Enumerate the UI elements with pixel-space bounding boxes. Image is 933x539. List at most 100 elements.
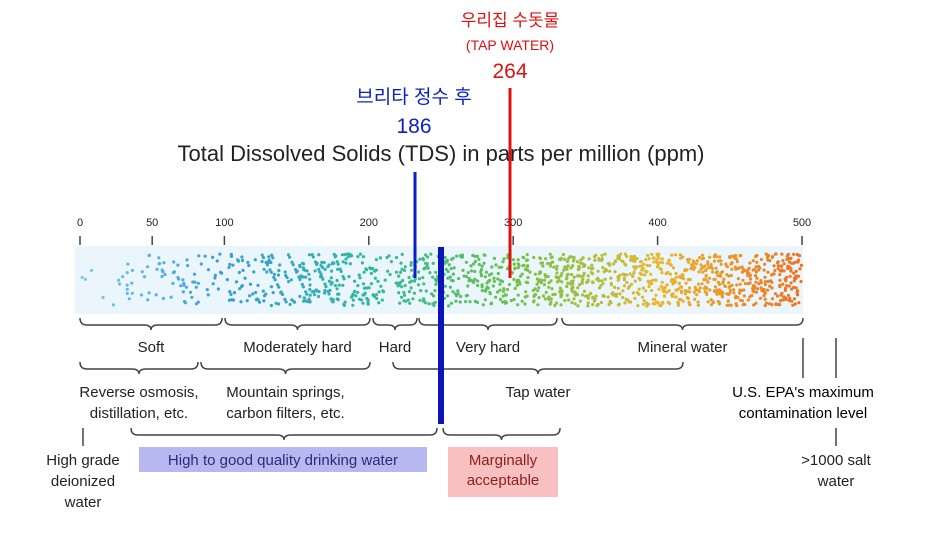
tds-dot bbox=[332, 252, 336, 256]
tds-dot bbox=[554, 301, 559, 305]
tds-dot bbox=[688, 303, 692, 307]
tds-dot bbox=[276, 273, 281, 277]
tds-dot bbox=[773, 268, 777, 273]
tds-dot bbox=[295, 270, 299, 274]
tds-dot bbox=[705, 286, 709, 290]
tds-dot bbox=[674, 271, 678, 276]
tds-dot bbox=[353, 279, 357, 283]
source-label: Reverse osmosis, bbox=[79, 384, 198, 401]
tds-dot bbox=[528, 270, 532, 274]
tds-dot bbox=[700, 270, 705, 274]
tds-dot bbox=[193, 280, 197, 284]
tds-dot bbox=[564, 265, 568, 270]
tds-dot bbox=[722, 277, 726, 281]
tds-dot bbox=[787, 257, 791, 261]
tds-dot bbox=[289, 278, 293, 282]
tds-dot bbox=[336, 298, 340, 302]
tds-dot bbox=[484, 270, 488, 274]
tds-dot bbox=[407, 276, 411, 280]
tds-dot bbox=[585, 280, 589, 285]
tds-dot bbox=[255, 297, 259, 301]
tds-dot bbox=[768, 259, 772, 263]
tds-dot bbox=[742, 288, 746, 292]
tds-dot bbox=[412, 279, 416, 283]
tds-dot bbox=[693, 297, 697, 301]
tds-dot bbox=[775, 294, 780, 298]
tds-dot bbox=[645, 263, 649, 267]
tds-dot bbox=[314, 288, 318, 292]
tds-dot bbox=[667, 289, 671, 293]
tds-dot bbox=[80, 275, 84, 279]
tds-dot bbox=[754, 270, 759, 274]
tds-dot bbox=[261, 256, 266, 260]
tds-dot bbox=[525, 253, 529, 257]
tds-dot bbox=[485, 281, 489, 285]
tds-dot bbox=[510, 271, 514, 275]
tds-dot bbox=[674, 295, 678, 299]
hardness-braces: Soft Moderately hard Hard Very hard Mineral … bbox=[79, 317, 804, 356]
tds-dot bbox=[182, 299, 187, 304]
tds-dot bbox=[451, 290, 455, 294]
tds-dot bbox=[726, 299, 730, 303]
tds-dot bbox=[543, 278, 547, 282]
tds-dot bbox=[581, 256, 585, 260]
tds-dot bbox=[572, 297, 576, 301]
tds-dot bbox=[543, 273, 547, 277]
tds-dot bbox=[398, 301, 402, 305]
tds-dot bbox=[609, 281, 613, 286]
tick-label: 100 bbox=[215, 217, 233, 229]
tds-dot bbox=[308, 293, 312, 297]
tds-dot bbox=[521, 255, 525, 259]
tds-dot bbox=[492, 276, 496, 280]
epa-label-2: contamination level bbox=[739, 405, 867, 422]
tds-dot bbox=[262, 299, 266, 303]
tds-dot bbox=[125, 283, 129, 287]
tds-dot bbox=[778, 283, 782, 288]
tds-dot bbox=[218, 252, 222, 256]
tds-dot bbox=[727, 303, 732, 307]
tds-dot bbox=[791, 303, 795, 307]
tds-dot bbox=[621, 295, 625, 300]
tds-dot bbox=[596, 276, 600, 280]
tds-dot bbox=[394, 255, 399, 260]
tds-dot bbox=[794, 286, 798, 290]
tds-dot bbox=[271, 291, 275, 295]
tds-dot bbox=[582, 271, 586, 275]
tds-dot bbox=[308, 277, 312, 281]
tds-dot bbox=[751, 286, 755, 290]
tds-dot bbox=[601, 293, 605, 297]
tds-dot bbox=[228, 262, 232, 266]
tds-dot bbox=[341, 260, 345, 264]
tds-dot bbox=[211, 282, 215, 286]
tds-dot bbox=[797, 274, 801, 278]
tds-dot bbox=[364, 267, 368, 271]
tds-dot bbox=[639, 260, 643, 264]
tds-dot bbox=[745, 269, 749, 273]
tds-dot bbox=[417, 277, 421, 281]
tds-dot bbox=[719, 274, 723, 278]
tds-dot bbox=[753, 268, 757, 272]
tds-dot bbox=[341, 274, 345, 279]
tds-dot bbox=[229, 292, 233, 296]
tds-dot bbox=[580, 293, 585, 297]
right-note: >1000 salt water bbox=[801, 452, 871, 490]
tds-dot bbox=[324, 285, 328, 289]
tds-dot bbox=[473, 277, 477, 281]
tds-dot bbox=[586, 304, 590, 308]
tds-dot bbox=[640, 295, 645, 299]
tds-dot bbox=[630, 282, 634, 286]
tds-dot bbox=[689, 267, 693, 271]
tds-dot bbox=[547, 285, 551, 289]
tds-dot bbox=[139, 293, 144, 297]
tds-dot bbox=[633, 267, 637, 271]
quality-label-good: High to good quality drinking water bbox=[168, 452, 398, 469]
tds-dot bbox=[130, 281, 134, 285]
tds-dot bbox=[402, 290, 406, 295]
tds-dot bbox=[709, 303, 714, 307]
tds-dot bbox=[661, 301, 665, 305]
tds-dot bbox=[544, 257, 548, 261]
tds-dot bbox=[161, 270, 165, 274]
tds-dot bbox=[697, 290, 701, 294]
tds-dot bbox=[476, 279, 480, 283]
tds-dot bbox=[464, 260, 468, 264]
